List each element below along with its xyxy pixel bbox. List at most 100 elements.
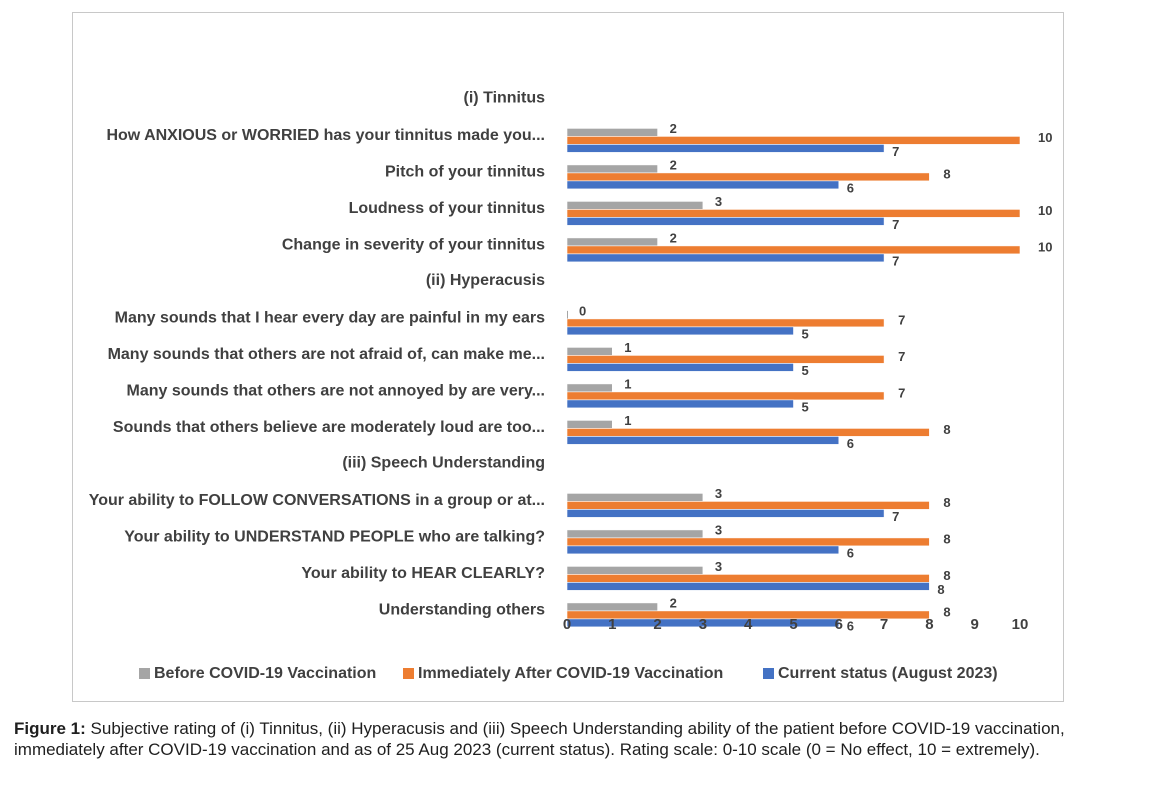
data-label-series-2: 7 (898, 385, 905, 400)
bar-series-3 (566, 399, 794, 409)
bar-series-1 (566, 164, 658, 174)
section-title-1: (i) Tinnitus (464, 90, 546, 107)
category-label: Loudness of your tinnitus (349, 200, 546, 217)
section-title-2: (ii) Hyperacusis (426, 272, 545, 289)
data-label-series-3: 6 (847, 545, 854, 560)
bar-series-2 (566, 245, 1021, 255)
data-label-series-3: 7 (892, 217, 899, 232)
category-label: Many sounds that others are not afraid o… (108, 346, 545, 363)
legend-label-series-1: Before COVID-19 Vaccination (154, 665, 376, 682)
bar-series-3 (566, 509, 885, 518)
data-label-series-3: 5 (802, 399, 809, 414)
data-label-series-1: 3 (715, 486, 722, 501)
bar-series-3 (566, 180, 840, 190)
category-label: Your ability to UNDERSTAND PEOPLE who ar… (124, 529, 545, 546)
data-label-series-2: 10 (1038, 239, 1052, 254)
data-label-series-3: 6 (847, 436, 854, 451)
bar-series-2 (566, 501, 930, 510)
x-tick-label: 9 (971, 616, 979, 633)
data-label-series-1: 3 (715, 522, 722, 537)
x-tick-label: 7 (880, 616, 888, 633)
data-label-series-1: 1 (624, 340, 631, 355)
category-label: Many sounds that I hear every day are pa… (115, 310, 545, 327)
bar-series-3 (566, 253, 885, 263)
bar-series-2 (566, 318, 885, 328)
bar-series-3 (566, 436, 840, 445)
data-label-series-2: 8 (943, 495, 950, 510)
category-label: Understanding others (379, 602, 545, 619)
data-label-series-2: 7 (898, 312, 905, 327)
bar-series-3 (566, 326, 794, 336)
bar-series-2 (566, 172, 930, 182)
x-tick-label: 5 (789, 616, 797, 633)
bar-series-1 (566, 566, 704, 575)
bar-series-3 (566, 582, 930, 591)
bar-series-3 (566, 618, 840, 628)
bar-series-2 (566, 537, 930, 547)
data-label-series-2: 8 (943, 166, 950, 181)
legend-swatch-series-2 (403, 668, 414, 679)
bar-series-3 (566, 144, 885, 153)
x-tick-label: 3 (699, 616, 707, 633)
figure-caption: Figure 1: Subjective rating of (i) Tinni… (14, 718, 1154, 760)
bar-series-2 (566, 574, 930, 583)
data-label-series-2: 8 (943, 531, 950, 546)
bar-series-3 (566, 545, 840, 555)
data-label-series-3: 5 (802, 326, 809, 341)
bar-series-1 (566, 602, 658, 612)
legend-label-series-2: Immediately After COVID-19 Vaccination (418, 665, 723, 682)
data-label-series-3: 6 (847, 180, 854, 195)
data-label-series-3: 7 (892, 509, 899, 524)
data-label-series-2: 8 (943, 604, 950, 619)
category-label: Change in severity of your tinnitus (282, 237, 545, 254)
bar-series-1 (566, 383, 613, 393)
x-tick-label: 4 (744, 616, 753, 633)
caption-text: Subjective rating of (i) Tinnitus, (ii) … (14, 719, 1065, 759)
data-label-series-1: 1 (624, 413, 631, 428)
x-tick-label: 0 (563, 616, 571, 633)
category-label: Many sounds that others are not annoyed … (127, 383, 545, 400)
data-label-series-2: 7 (898, 349, 905, 364)
bar-series-3 (566, 217, 885, 226)
bar-series-1 (566, 201, 704, 210)
data-label-series-3: 7 (892, 253, 899, 268)
legend-label-series-3: Current status (August 2023) (778, 665, 998, 682)
data-label-series-3: 6 (847, 618, 854, 633)
data-label-series-3: 8 (937, 582, 944, 597)
data-label-series-3: 7 (892, 144, 899, 159)
bar-series-3 (566, 363, 794, 372)
data-label-series-1: 3 (715, 194, 722, 209)
data-label-series-2: 8 (943, 568, 950, 583)
data-label-series-1: 1 (624, 376, 631, 391)
data-label-series-1: 2 (670, 121, 677, 136)
data-label-series-1: 2 (670, 595, 677, 610)
category-label: Your ability to FOLLOW CONVERSATIONS in … (89, 492, 545, 509)
bar-series-2 (566, 136, 1021, 145)
data-label-series-1: 3 (715, 559, 722, 574)
chart-frame: (i) Tinnitus How ANXIOUS or WORRIED has y… (72, 12, 1064, 702)
category-label: Sounds that others believe are moderatel… (113, 419, 545, 436)
category-label: How ANXIOUS or WORRIED has your tinnitus… (106, 127, 545, 144)
data-label-series-1: 0 (579, 303, 586, 318)
data-label-series-1: 2 (670, 157, 677, 172)
category-label: Your ability to HEAR CLEARLY? (301, 565, 545, 582)
legend-swatch-series-1 (139, 668, 150, 679)
bar-series-1 (566, 347, 613, 356)
bar-series-1 (566, 128, 658, 137)
x-tick-label: 1 (608, 616, 616, 633)
bar-series-2 (566, 428, 930, 437)
x-tick-label: 8 (925, 616, 933, 633)
x-tick-label: 6 (835, 616, 843, 633)
legend-swatch-series-3 (763, 668, 774, 679)
bar-series-1 (566, 237, 658, 247)
bar-series-2 (566, 391, 885, 401)
caption-label: Figure 1: (14, 719, 86, 738)
x-tick-label: 10 (1012, 616, 1029, 633)
bar-series-2 (566, 209, 1021, 218)
bar-series-1 (566, 420, 613, 429)
bar-series-1 (566, 529, 704, 539)
bar-series-1 (566, 493, 704, 502)
data-label-series-2: 8 (943, 422, 950, 437)
category-label: Pitch of your tinnitus (385, 164, 545, 181)
data-label-series-1: 2 (670, 230, 677, 245)
